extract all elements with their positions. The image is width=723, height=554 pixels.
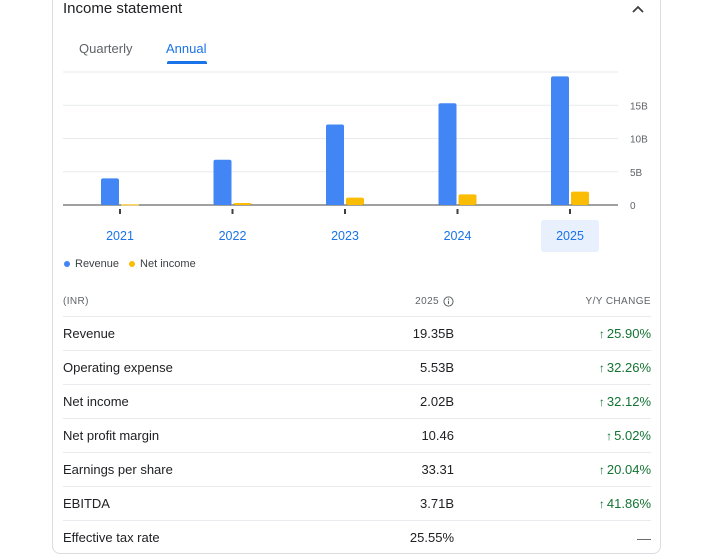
table-row: EBITDA 3.71B ↑ 41.86%: [63, 487, 651, 521]
table-row: Operating expense 5.53B ↑ 32.26%: [63, 351, 651, 385]
y-tick-label: 10B: [630, 135, 648, 146]
arrow-up-icon: ↑: [598, 462, 605, 477]
row-change: ↑ 5.02%: [454, 428, 651, 443]
net-income-bar: [121, 204, 139, 206]
row-label: Net income: [63, 394, 129, 409]
legend-net-income-label: Net income: [140, 258, 196, 270]
table-row: Earnings per share 33.31 ↑ 20.04%: [63, 453, 651, 487]
revenue-bar: [326, 124, 344, 205]
row-change: ↑ 32.26%: [454, 360, 651, 375]
row-value: 25.55%: [409, 530, 454, 545]
net-income-bar: [346, 197, 364, 205]
row-value: 5.53B: [420, 360, 454, 375]
legend-item-net-income: Net income: [129, 258, 196, 270]
row-label: Revenue: [63, 326, 116, 341]
revenue-bar: [101, 178, 119, 205]
arrow-up-icon: ↑: [598, 326, 605, 341]
table-row: Revenue 19.35B ↑ 25.90%: [63, 317, 651, 351]
y-tick-label: 5B: [630, 168, 643, 179]
row-change: ↑ 41.86%: [454, 496, 651, 511]
x-tick-label[interactable]: 2023: [331, 229, 359, 243]
row-value: 33.31: [421, 462, 454, 477]
row-label: Effective tax rate: [63, 530, 160, 545]
x-tick-label[interactable]: 2024: [444, 229, 472, 243]
arrow-up-icon: ↑: [598, 360, 605, 375]
y-tick-label: 0: [630, 201, 636, 212]
change-header: Y/Y CHANGE: [585, 296, 651, 307]
row-change-value: 32.12%: [606, 394, 651, 409]
row-value: 3.71B: [420, 496, 454, 511]
net-income-bar: [571, 191, 589, 205]
legend-item-revenue: Revenue: [64, 258, 119, 270]
row-change-value: 32.26%: [606, 360, 651, 375]
revenue-bar: [213, 159, 232, 205]
currency-label: (INR): [63, 296, 89, 307]
row-change: ↑ 32.12%: [454, 394, 651, 409]
selected-year-highlight: [541, 220, 599, 252]
x-tick-label[interactable]: 2021: [106, 229, 134, 243]
net-income-bar: [458, 194, 477, 205]
net-income-bar: [233, 203, 252, 205]
row-label: Operating expense: [63, 360, 173, 375]
arrow-up-icon: ↑: [606, 428, 613, 443]
table-row: Net income 2.02B ↑ 32.12%: [63, 385, 651, 419]
legend-revenue-dot: [64, 261, 70, 267]
row-change: ↑ 20.04%: [454, 462, 651, 477]
row-change: ↑ 25.90%: [454, 326, 651, 341]
income-chart: 0 5B 10B 15B 2021 2022 2023 2024 2025: [63, 71, 648, 252]
tab-quarterly[interactable]: Quarterly: [79, 41, 133, 56]
income-table: (INR) 2025 Y/Y CHANGE Revenue 19.35B ↑ 25.9…: [63, 287, 651, 554]
tab-annual[interactable]: Annual: [166, 41, 207, 56]
row-change: —: [454, 530, 651, 546]
chart-legend: Revenue Net income: [64, 258, 196, 270]
table-row: Effective tax rate 25.55% —: [63, 521, 651, 554]
row-change-value: 20.04%: [606, 462, 651, 477]
revenue-bar: [438, 103, 457, 205]
arrow-up-icon: ↑: [598, 496, 605, 511]
row-value: 2.02B: [420, 394, 454, 409]
chevron-up-icon[interactable]: [630, 3, 646, 15]
info-icon[interactable]: [443, 296, 454, 307]
active-tab-indicator: [167, 61, 207, 64]
row-value: 10.46: [421, 428, 454, 443]
y-tick-label: 15B: [630, 101, 648, 112]
legend-revenue-label: Revenue: [75, 258, 120, 270]
legend-net-income-dot: [129, 261, 136, 267]
row-label: EBITDA: [63, 496, 110, 511]
row-value: 19.35B: [412, 326, 454, 341]
row-change-value: 5.02%: [614, 428, 651, 443]
year-header: 2025: [363, 296, 454, 307]
row-change-value: 41.86%: [606, 496, 651, 511]
table-header: (INR) 2025 Y/Y CHANGE: [63, 287, 651, 317]
arrow-up-icon: ↑: [598, 394, 605, 409]
x-tick-label[interactable]: 2025: [556, 229, 584, 243]
row-change-value: —: [637, 529, 651, 546]
year-label: 2025: [415, 296, 439, 307]
row-label: Net profit margin: [63, 428, 160, 443]
x-tick-label[interactable]: 2022: [219, 229, 247, 243]
card-title: Income statement: [63, 0, 183, 17]
revenue-bar: [551, 76, 569, 205]
table-row: Net profit margin 10.46 ↑ 5.02%: [63, 419, 651, 453]
row-change-value: 25.90%: [606, 326, 651, 341]
row-label: Earnings per share: [63, 462, 173, 477]
